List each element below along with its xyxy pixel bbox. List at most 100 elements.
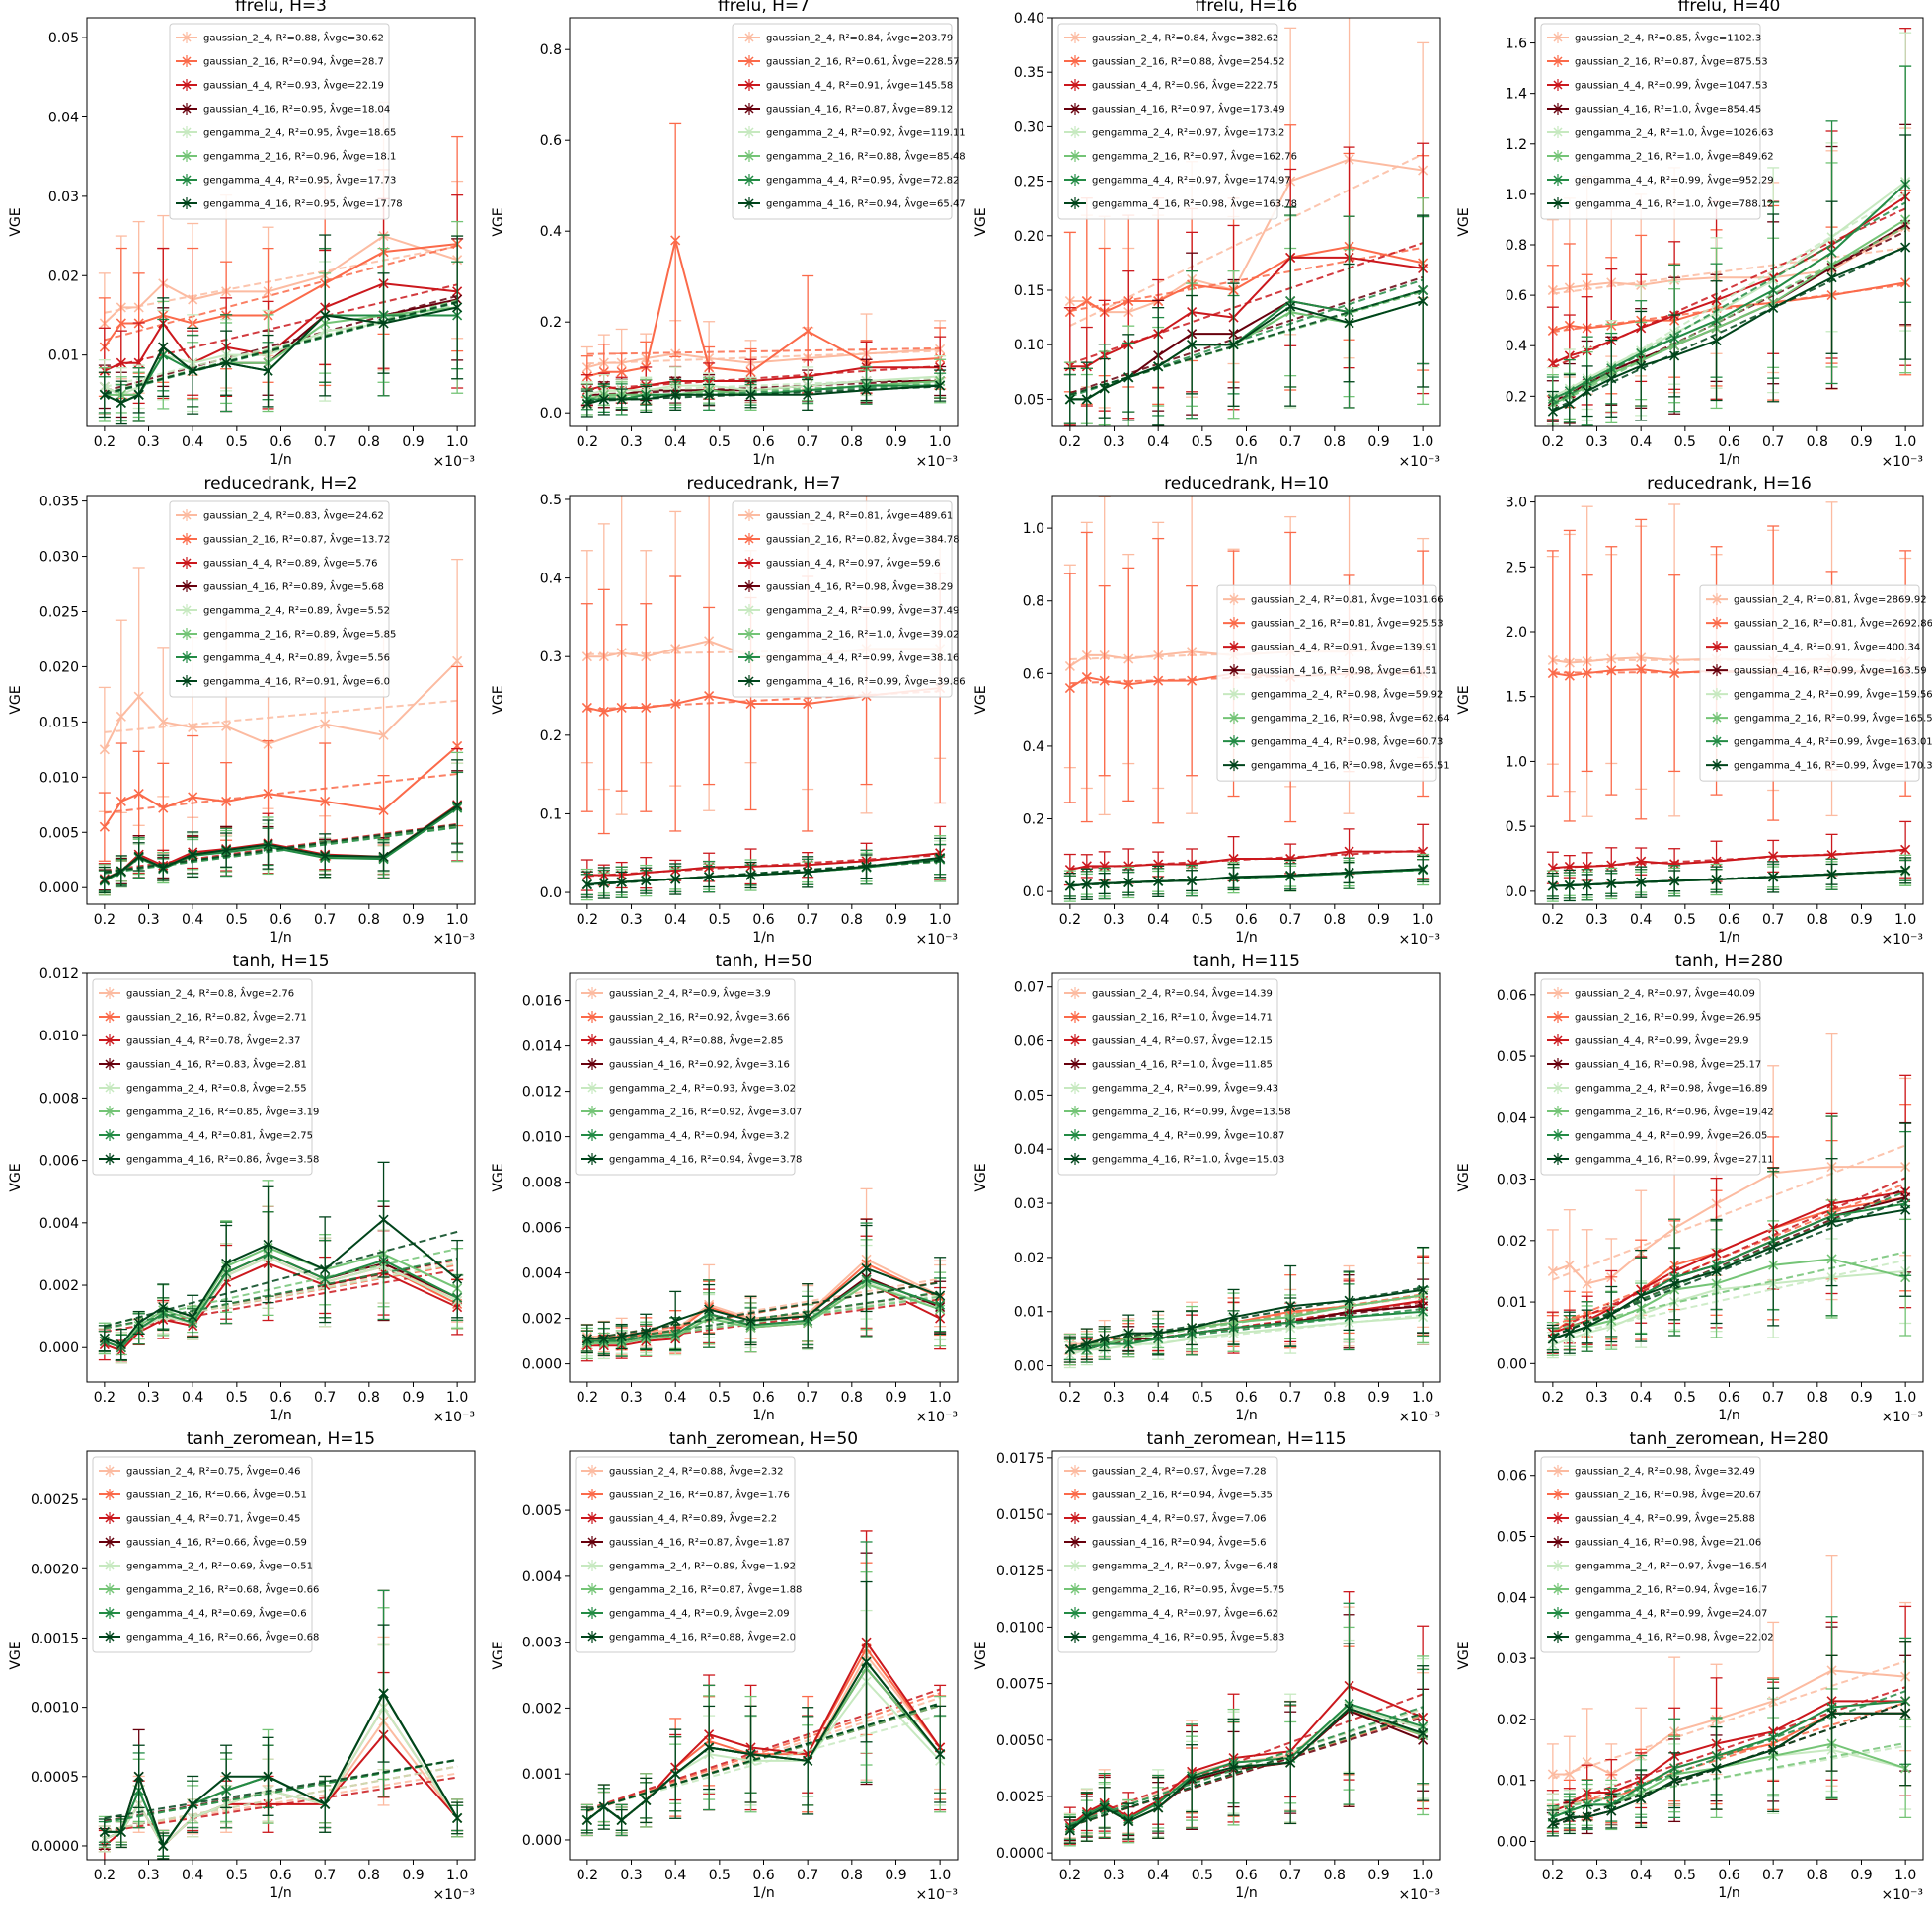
legend-entry: gaussian_4_4, R²=0.96, λ̂vge=222.75 xyxy=(1064,78,1278,92)
y-tick-label: 0.0000 xyxy=(996,1846,1044,1862)
data-point xyxy=(99,389,110,400)
y-tick-label: 0.03 xyxy=(1014,1196,1044,1212)
data-point xyxy=(1099,861,1110,872)
data-point xyxy=(1285,1301,1296,1312)
y-tick-label: 1.6 xyxy=(1506,37,1527,52)
legend-entry: gaussian_4_4, R²=0.99, λ̂vge=1047.53 xyxy=(1547,78,1768,92)
plot-area xyxy=(1546,1032,1912,1359)
y-tick-label: 0.6 xyxy=(1506,288,1527,304)
x-tick-label: 1.0 xyxy=(929,912,951,928)
fit-line xyxy=(104,1772,458,1832)
y-tick-label: 0.0 xyxy=(540,406,562,421)
data-point xyxy=(188,722,198,733)
legend: gaussian_2_4, R²=0.9, λ̂vge=3.9 gaussian_… xyxy=(575,978,802,1176)
x-axis-label: 1/n xyxy=(1235,1885,1258,1901)
y-tick-label: 0.0150 xyxy=(996,1507,1044,1523)
fit-line xyxy=(1069,1693,1424,1824)
series-gengamma_4_4 xyxy=(98,1200,464,1361)
series-line xyxy=(586,1659,941,1822)
legend-label: gengamma_2_4, R²=0.97, λ̂vge=173.2 xyxy=(1092,125,1284,139)
data-point xyxy=(598,394,609,405)
y-tick-label: 0.0025 xyxy=(31,1492,79,1508)
legend-label: gaussian_4_16, R²=0.99, λ̂vge=163.59 xyxy=(1734,663,1927,677)
x-axis-multiplier: ×10⁻³ xyxy=(1881,932,1923,948)
legend-label: gaussian_4_4, R²=0.93, λ̂vge=22.19 xyxy=(203,78,384,92)
y-tick-label: 0.6 xyxy=(1023,666,1044,682)
legend-entry: gengamma_2_16, R²=0.98, λ̂vge=62.64 xyxy=(1223,711,1450,725)
series-gaussian_4_16 xyxy=(98,234,464,422)
x-tick-label: 0.8 xyxy=(358,1868,380,1883)
data-point xyxy=(1636,360,1647,371)
y-tick-label: 0.012 xyxy=(522,1085,562,1101)
y-axis-label: VGE xyxy=(491,685,506,714)
legend-label: gaussian_4_16, R²=0.98, λ̂vge=21.06 xyxy=(1575,1535,1761,1549)
data-point xyxy=(1582,879,1592,890)
legend-entry: gaussian_2_4, R²=0.81, λ̂vge=489.61 xyxy=(738,508,953,522)
series-line xyxy=(1552,1700,1906,1818)
data-point xyxy=(1099,383,1110,394)
x-axis-label: 1/n xyxy=(752,452,775,468)
data-point xyxy=(188,792,198,803)
legend-label: gengamma_2_4, R²=0.8, λ̂vge=2.55 xyxy=(126,1081,307,1095)
y-tick-label: 0.004 xyxy=(522,1569,562,1585)
legend-entry: gengamma_2_16, R²=0.96, λ̂vge=19.42 xyxy=(1547,1105,1774,1118)
x-tick-label: 0.4 xyxy=(664,912,686,928)
y-tick-label: 0.04 xyxy=(1497,1590,1527,1606)
data-point xyxy=(1582,1799,1592,1810)
x-tick-label: 0.6 xyxy=(752,912,774,928)
x-tick-label: 0.6 xyxy=(752,1390,774,1406)
x-tick-label: 0.2 xyxy=(94,1390,116,1406)
legend-entry: gengamma_4_16, R²=0.86, λ̂vge=3.58 xyxy=(99,1152,319,1166)
x-tick-label: 0.5 xyxy=(709,434,731,450)
data-point xyxy=(616,877,627,887)
series-line xyxy=(1552,1669,1906,1776)
data-point xyxy=(581,879,592,890)
y-tick-label: 0.02 xyxy=(1497,1234,1527,1250)
data-point xyxy=(1606,878,1617,889)
y-tick-label: 0.002 xyxy=(522,1701,562,1717)
legend-label: gengamma_4_16, R²=0.91, λ̂vge=6.0 xyxy=(203,674,390,688)
plot-area xyxy=(1063,1246,1430,1369)
legend-entry: gengamma_2_16, R²=0.88, λ̂vge=85.48 xyxy=(738,149,966,163)
y-tick-label: 0.4 xyxy=(540,224,562,240)
x-tick-label: 0.9 xyxy=(1367,912,1389,928)
series-gengamma_4_16 xyxy=(1546,857,1912,902)
x-tick-label: 0.9 xyxy=(402,434,424,450)
x-tick-label: 0.7 xyxy=(1762,1868,1784,1883)
legend-label: gengamma_2_4, R²=0.89, λ̂vge=1.92 xyxy=(609,1559,796,1572)
data-point xyxy=(1547,1769,1558,1780)
x-tick-label: 0.4 xyxy=(1147,912,1169,928)
fit-line xyxy=(104,300,458,395)
chart-panel-14: tanh_zeromean, H=50 0.2 0.3 0.4 0.5 0.6 0.7 0.8… xyxy=(491,1429,959,1903)
series-gaussian_4_4 xyxy=(1546,820,1912,884)
legend-entry: gaussian_2_4, R²=0.83, λ̂vge=24.62 xyxy=(176,508,384,522)
legend-label: gengamma_2_16, R²=0.68, λ̂vge=0.66 xyxy=(126,1582,319,1596)
data-point xyxy=(116,357,126,368)
y-tick-label: 2.0 xyxy=(1506,625,1527,641)
data-point xyxy=(861,1262,872,1274)
legend-entry: gaussian_4_4, R²=0.89, λ̂vge=5.76 xyxy=(176,556,378,570)
data-point xyxy=(1081,879,1092,889)
legend-label: gaussian_4_16, R²=1.0, λ̂vge=854.45 xyxy=(1575,102,1761,115)
legend-label: gaussian_2_4, R²=0.84, λ̂vge=203.79 xyxy=(766,31,953,44)
legend-label: gengamma_4_4, R²=0.99, λ̂vge=163.01 xyxy=(1734,734,1932,748)
x-tick-label: 0.2 xyxy=(577,1868,598,1883)
legend-label: gaussian_4_4, R²=0.89, λ̂vge=2.2 xyxy=(609,1511,777,1525)
x-tick-label: 0.2 xyxy=(1542,1868,1564,1883)
legend-label: gengamma_2_16, R²=1.0, λ̂vge=849.62 xyxy=(1575,149,1774,163)
x-axis-label: 1/n xyxy=(1718,930,1740,946)
data-point xyxy=(133,1317,144,1329)
legend-label: gaussian_2_16, R²=0.61, λ̂vge=228.57 xyxy=(766,54,960,68)
legend-entry: gengamma_2_4, R²=0.93, λ̂vge=3.02 xyxy=(581,1081,796,1095)
legend-entry: gengamma_4_4, R²=0.9, λ̂vge=2.09 xyxy=(581,1606,790,1620)
series-gengamma_4_4 xyxy=(98,234,464,422)
chart-title: tanh_zeromean, H=50 xyxy=(669,1429,858,1449)
chart-panel-4: ffrelu, H=40 0.2 0.3 0.4 0.5 0.6 0.7 0.8 0.9 1.0 0… xyxy=(1456,0,1924,470)
data-point xyxy=(704,872,715,882)
series-gengamma_2_4 xyxy=(98,235,464,422)
legend: gaussian_2_4, R²=0.88, λ̂vge=30.62 gaussi… xyxy=(169,23,403,220)
y-axis-label: VGE xyxy=(491,1641,506,1669)
legend-entry: gengamma_4_16, R²=0.94, λ̂vge=65.47 xyxy=(738,196,966,210)
data-point xyxy=(1153,876,1164,886)
chart-title: ffrelu, H=3 xyxy=(235,0,327,16)
